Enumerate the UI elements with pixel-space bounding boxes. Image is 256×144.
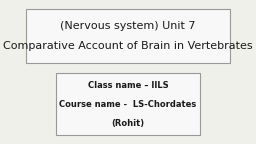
- Text: Class name – IILS: Class name – IILS: [88, 81, 168, 90]
- Text: (Nervous system) Unit 7: (Nervous system) Unit 7: [60, 21, 196, 31]
- Text: Comparative Account of Brain in Vertebrates: Comparative Account of Brain in Vertebra…: [3, 41, 253, 51]
- FancyBboxPatch shape: [56, 73, 200, 135]
- Text: Course name -  LS-Chordates: Course name - LS-Chordates: [59, 100, 197, 109]
- FancyBboxPatch shape: [26, 9, 230, 63]
- Text: (Rohit): (Rohit): [111, 119, 145, 128]
